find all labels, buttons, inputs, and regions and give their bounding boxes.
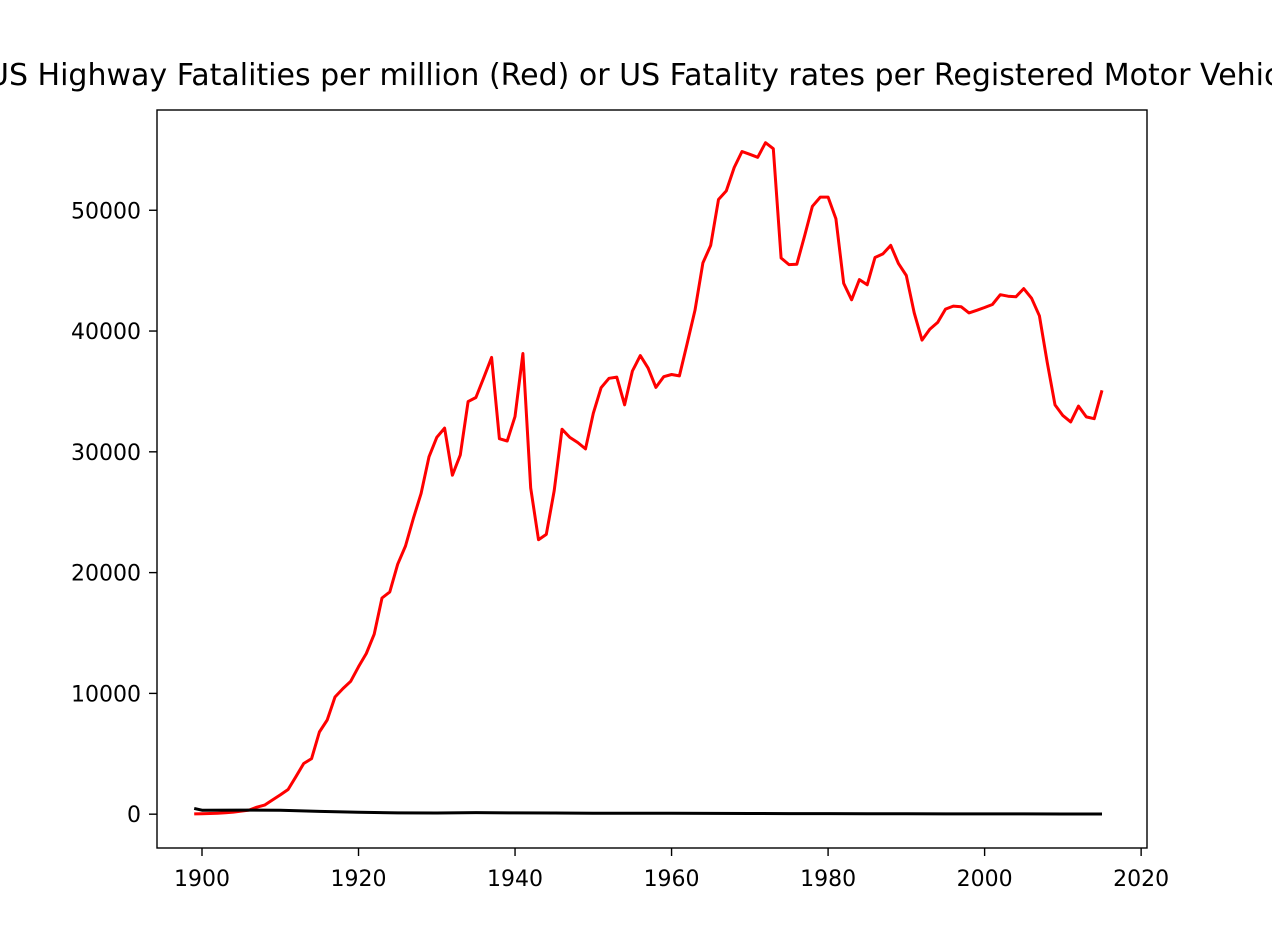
series-line-1 (194, 141, 1104, 816)
x-tick-label: 1980 (800, 867, 856, 892)
y-tick-label: 20000 (71, 562, 141, 587)
chart-title: US Highway Fatalities per million (Red) … (0, 58, 1272, 108)
series-line-2 (193, 806, 1102, 816)
chart-title-text: US Highway Fatalities per million (Red) … (0, 58, 1272, 93)
x-tick-label: 1940 (487, 867, 543, 892)
x-tick-label: 1960 (644, 867, 700, 892)
x-tick-label: 1900 (174, 867, 230, 892)
x-tick-label: 1920 (331, 867, 387, 892)
y-tick-label: 0 (127, 803, 141, 828)
x-tick-label: 2000 (957, 867, 1013, 892)
y-tick-label: 40000 (71, 320, 141, 345)
series-layer (193, 141, 1104, 816)
y-tick-label: 30000 (71, 441, 141, 466)
axis-layer: 1900 1920 1940 1960 1980 2000 2020 0 10000 20000 3… (71, 199, 1169, 892)
y-tick-label: 10000 (71, 682, 141, 707)
y-tick-label: 50000 (71, 199, 141, 224)
x-tick-label: 2020 (1113, 867, 1169, 892)
plot-frame (156, 109, 1148, 849)
